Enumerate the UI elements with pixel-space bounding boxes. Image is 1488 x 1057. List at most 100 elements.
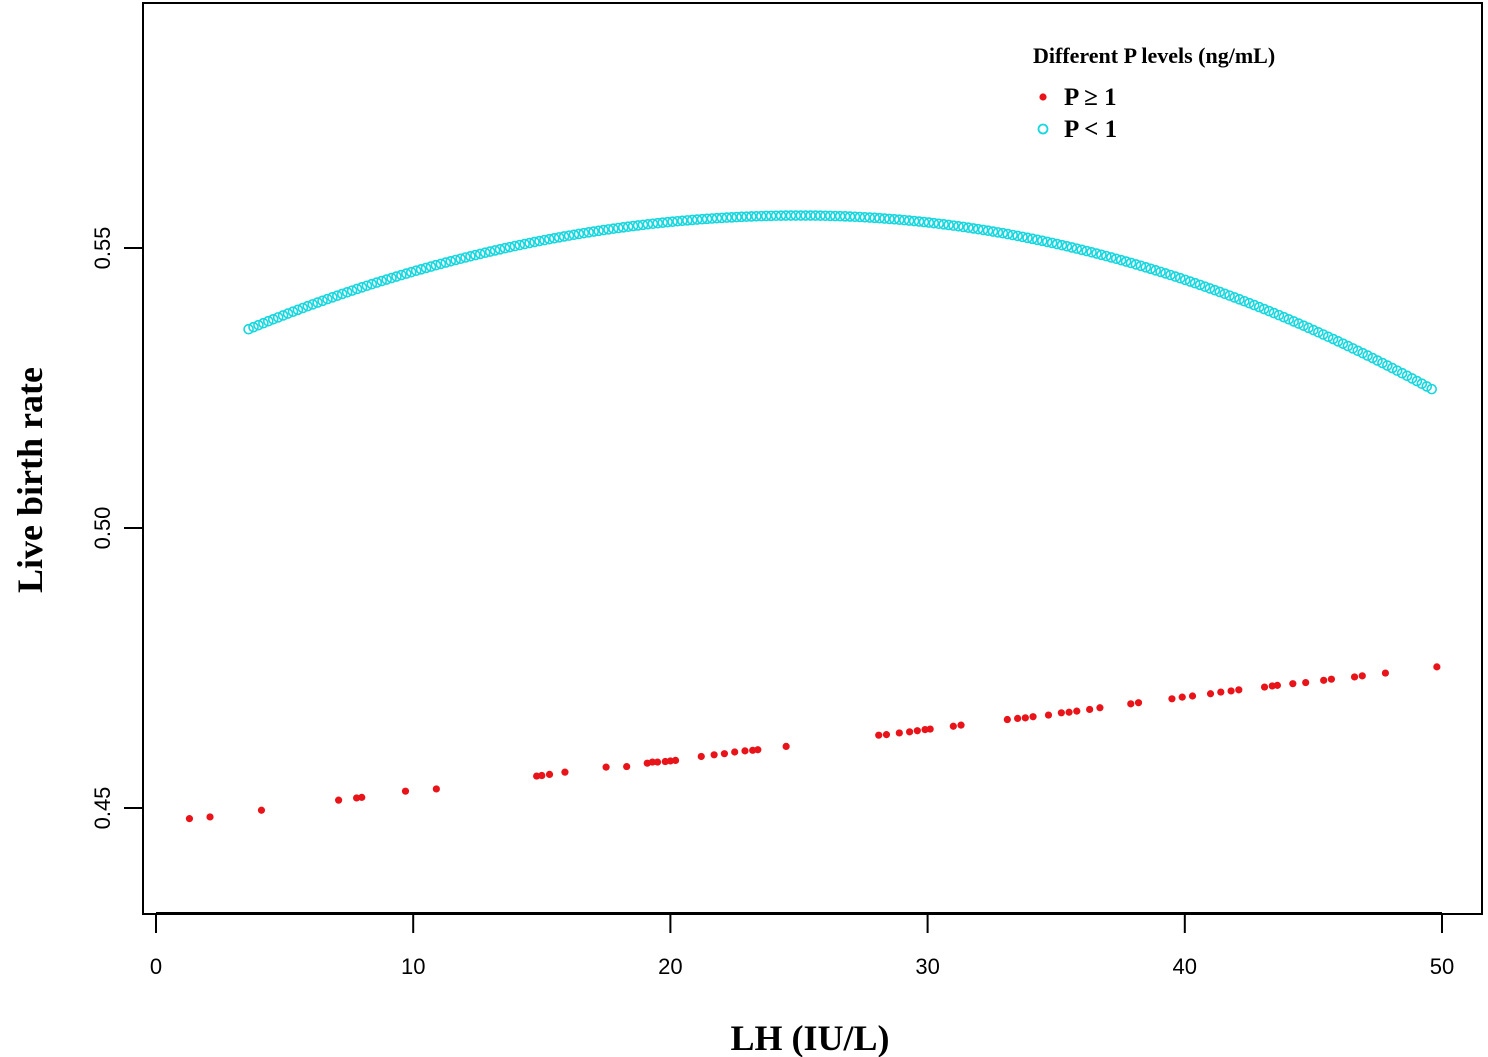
- data-point-p-low: [913, 216, 925, 227]
- y-tick-label: 0.50: [90, 507, 115, 550]
- data-point-p-low: [568, 229, 580, 241]
- data-point-p-low: [854, 211, 866, 223]
- data-point-p-high: [731, 748, 739, 756]
- data-point-p-low: [1165, 269, 1176, 281]
- data-point-p-low: [662, 216, 673, 228]
- data-point-p-low: [302, 300, 314, 312]
- data-point-p-low: [706, 213, 718, 224]
- data-point-p-low: [1051, 238, 1063, 250]
- data-point-p-low: [820, 210, 831, 222]
- data-point-p-low: [755, 210, 767, 222]
- data-point-p-low: [258, 317, 269, 329]
- x-tick-label: 50: [1430, 954, 1454, 979]
- data-point-p-low: [371, 277, 383, 288]
- data-point-p-low: [583, 227, 595, 238]
- legend: Different P levels (ng/mL) P ≥ 1 P < 1: [1033, 43, 1275, 143]
- data-point-p-low: [657, 217, 668, 228]
- x-axis-title: LH (IU/L): [730, 1018, 889, 1057]
- data-point-p-low: [327, 292, 338, 303]
- data-point-p-low: [1032, 234, 1043, 246]
- data-point-p-high: [1227, 687, 1235, 695]
- data-point-p-low: [1189, 277, 1201, 289]
- data-point-p-low: [1332, 336, 1344, 347]
- data-point-p-low: [1342, 340, 1354, 352]
- data-point-p-low: [780, 210, 792, 221]
- data-point-p-low: [356, 282, 368, 293]
- data-point-p-high: [1188, 692, 1197, 700]
- data-point-p-low: [918, 216, 930, 228]
- data-point-p-low: [637, 219, 649, 231]
- data-point-p-low: [405, 266, 417, 278]
- data-point-p-low: [1229, 292, 1240, 303]
- data-point-p-low: [1130, 259, 1142, 270]
- legend-label-p-low: P < 1: [1064, 116, 1117, 143]
- data-point-p-high: [741, 747, 749, 755]
- data-point-p-low: [933, 218, 945, 230]
- data-point-p-high: [1273, 681, 1281, 689]
- data-point-p-high: [875, 731, 883, 739]
- data-point-p-low: [928, 217, 940, 229]
- data-point-p-low: [1268, 307, 1280, 319]
- data-point-p-low: [1101, 250, 1112, 262]
- data-point-p-low: [889, 213, 900, 225]
- data-point-p-high: [1260, 683, 1269, 691]
- data-point-p-low: [1170, 271, 1181, 282]
- data-point-p-low: [435, 258, 447, 270]
- data-point-p-low: [943, 219, 954, 231]
- legend-marker-p-low: [1037, 123, 1049, 135]
- data-point-p-high: [1350, 673, 1359, 681]
- data-point-p-low: [282, 308, 294, 319]
- data-point-p-low: [1017, 231, 1028, 243]
- data-point-p-high: [882, 731, 891, 739]
- data-point-p-low: [953, 220, 964, 232]
- data-point-p-low: [1362, 350, 1373, 361]
- data-point-p-high: [754, 746, 762, 754]
- data-point-p-low: [1135, 260, 1147, 272]
- data-point-p-low: [603, 224, 614, 235]
- data-point-p-high: [926, 725, 934, 733]
- data-point-p-low: [726, 212, 737, 223]
- data-point-p-high: [206, 813, 214, 821]
- data-point-p-low: [1244, 297, 1255, 309]
- data-point-p-low: [770, 210, 782, 222]
- data-point-p-high: [957, 721, 965, 729]
- data-point-p-low: [1263, 305, 1275, 317]
- data-point-p-low: [795, 210, 807, 221]
- data-point-p-low: [864, 212, 876, 223]
- data-point-p-low: [1012, 230, 1023, 242]
- data-point-p-high: [257, 806, 266, 814]
- data-point-p-low: [1096, 249, 1107, 261]
- data-point-p-low: [1160, 268, 1171, 279]
- data-point-p-high: [1086, 705, 1094, 714]
- data-point-p-low: [1293, 318, 1304, 329]
- data-point-p-high: [1433, 663, 1441, 671]
- data-point-p-low: [1288, 316, 1299, 327]
- data-point-p-high: [538, 771, 546, 780]
- data-point-p-low: [1317, 329, 1329, 340]
- data-point-p-low: [1337, 338, 1349, 349]
- data-point-p-low: [307, 299, 318, 310]
- data-point-p-high: [1235, 686, 1243, 694]
- data-point-p-low: [489, 245, 501, 256]
- data-point-p-low: [1002, 228, 1014, 240]
- data-point-p-low: [401, 268, 412, 279]
- data-point-p-low: [746, 211, 757, 222]
- data-point-p-low: [1174, 272, 1186, 284]
- data-point-p-low: [322, 293, 333, 305]
- data-point-p-low: [1219, 288, 1230, 300]
- data-point-p-high: [1044, 711, 1053, 719]
- data-point-p-low: [277, 310, 289, 321]
- data-point-p-low: [593, 225, 604, 237]
- data-point-p-low: [711, 212, 723, 224]
- data-point-p-low: [1347, 343, 1359, 354]
- data-point-p-low: [465, 250, 476, 262]
- axes-layer: 0 10 20 30 40 50 0.45 0.50 0.55: [90, 227, 1454, 979]
- data-point-p-low: [539, 234, 550, 246]
- data-point-p-high: [1327, 675, 1336, 683]
- data-point-p-low: [460, 252, 471, 263]
- data-point-p-low: [701, 213, 713, 225]
- data-point-p-high: [1381, 669, 1390, 677]
- data-point-p-low: [1036, 235, 1048, 247]
- data-point-p-low: [1091, 248, 1102, 259]
- data-point-p-low: [1199, 281, 1211, 292]
